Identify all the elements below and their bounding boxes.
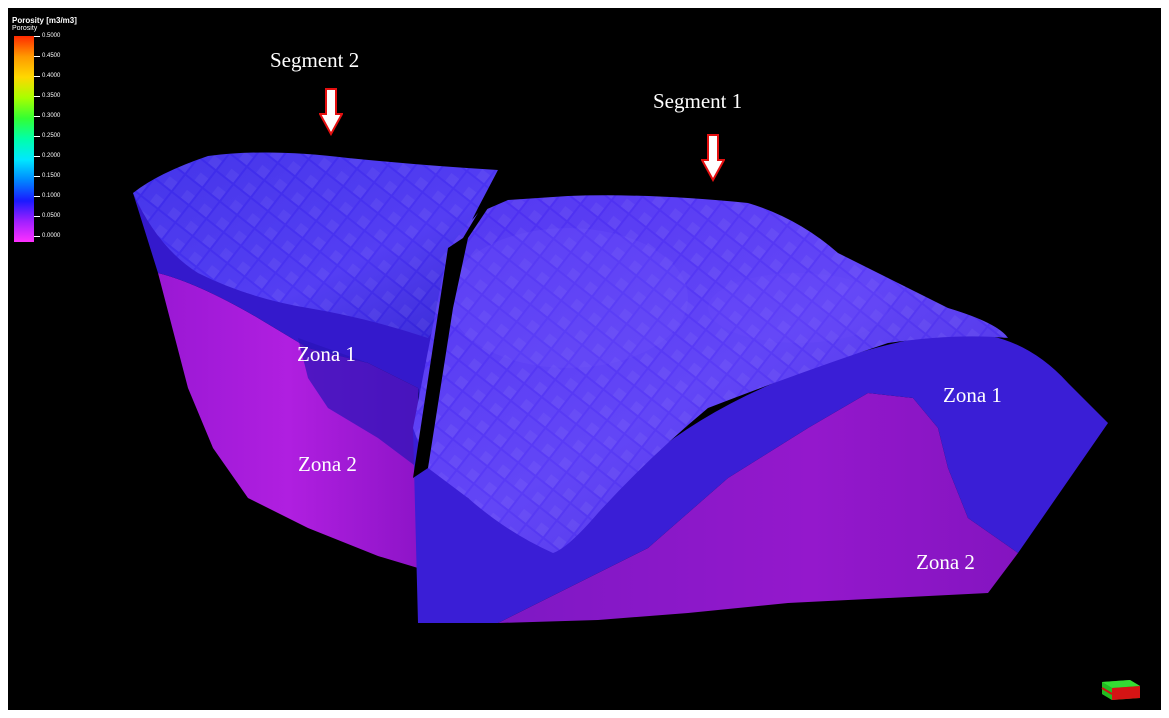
down-arrow-icon	[319, 88, 343, 136]
segment-1-block[interactable]	[413, 170, 1108, 623]
legend-tick: 0.1500	[34, 172, 60, 180]
zona-1-right-label: Zona 1	[943, 383, 1002, 407]
legend-tick-label: 0.2000	[42, 153, 61, 159]
legend-tick-label: 0.3500	[42, 93, 61, 99]
legend-tick: 0.3500	[34, 92, 60, 100]
reservoir-model[interactable]	[8, 8, 1161, 710]
segment-2-block[interactable]	[133, 152, 498, 568]
legend-tick: 0.0500	[34, 212, 60, 220]
legend-tick-label: 0.5000	[42, 33, 61, 39]
orientation-axis-icon[interactable]	[1100, 672, 1144, 702]
legend-tick-mark	[34, 95, 40, 97]
legend-tick: 0.2000	[34, 152, 60, 160]
legend-subtitle: Porosity	[12, 25, 38, 32]
legend-tick-mark	[34, 135, 40, 137]
legend-tick-label: 0.0000	[42, 233, 61, 239]
legend-tick-label: 0.4500	[42, 53, 61, 59]
porosity-legend: Porosity [m3/m3] Porosity 0.5000 0.4500 0.…	[12, 16, 77, 256]
zona-1-left-label: Zona 1	[297, 342, 356, 366]
legend-tick: 0.4000	[34, 72, 60, 80]
segment-1-label: Segment 1	[653, 89, 743, 113]
legend-tick-label: 0.1000	[42, 193, 61, 199]
legend-tick-mark	[34, 175, 40, 177]
segment-2-label: Segment 2	[270, 48, 360, 72]
3d-viewport[interactable]: Porosity [m3/m3] Porosity 0.5000 0.4500 0.…	[8, 8, 1161, 710]
legend-tick: 0.0000	[34, 232, 60, 240]
legend-ticks: 0.5000 0.4500 0.4000 0.3500 0.3000 0.2500 0.20…	[34, 33, 74, 246]
legend-tick-label: 0.2500	[42, 133, 61, 139]
legend-tick-mark	[34, 55, 40, 57]
legend-tick-label: 0.0500	[42, 213, 61, 219]
legend-tick: 0.4500	[34, 52, 60, 60]
legend-tick-mark	[34, 75, 40, 77]
legend-tick-label: 0.1500	[42, 173, 61, 179]
legend-tick-mark	[34, 215, 40, 217]
legend-tick: 0.1000	[34, 192, 60, 200]
legend-color-bar	[14, 36, 34, 242]
zona-2-left-label: Zona 2	[298, 452, 357, 476]
legend-title: Porosity [m3/m3]	[12, 16, 77, 25]
legend-tick-label: 0.3000	[42, 113, 61, 119]
legend-tick-label: 0.4000	[42, 73, 61, 79]
legend-tick-mark	[34, 155, 40, 157]
legend-tick-mark	[34, 35, 40, 37]
legend-tick-mark	[34, 235, 40, 237]
legend-tick: 0.5000	[34, 32, 60, 40]
zona-2-right-label: Zona 2	[916, 550, 975, 574]
legend-tick: 0.3000	[34, 112, 60, 120]
legend-tick: 0.2500	[34, 132, 60, 140]
legend-tick-mark	[34, 115, 40, 117]
down-arrow-icon	[701, 134, 725, 182]
legend-tick-mark	[34, 195, 40, 197]
